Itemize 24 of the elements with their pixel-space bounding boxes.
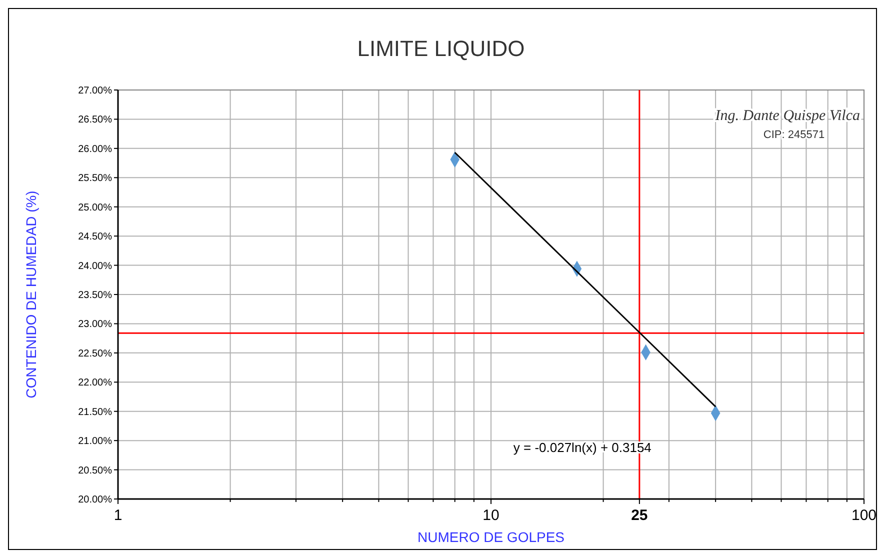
x-tick-label: 100 (851, 507, 877, 524)
y-tick-label: 23.50% (78, 290, 112, 301)
y-tick-label: 23.00% (78, 319, 112, 330)
y-tick-label: 25.00% (78, 202, 112, 214)
y-tick-label: 26.50% (78, 114, 112, 126)
x-tick-label: 10 (482, 507, 500, 524)
y-tick-label: 25.50% (78, 173, 112, 184)
y-tick-label: 22.00% (78, 378, 112, 389)
y-tick-label: 24.00% (78, 260, 112, 272)
y-tick-label: 20.50% (78, 465, 112, 476)
y-tick-label: 27.00% (78, 86, 112, 96)
x-tick-label: 1 (114, 507, 122, 524)
y-axis-title: CONTENIDO DE HUMEDAD (%) (23, 190, 39, 398)
annotation: Ing. Dante Quispe Vilca (714, 108, 860, 124)
y-tick-label: 22.50% (78, 348, 112, 360)
y-tick-label: 20.00% (78, 494, 112, 506)
y-tick-label: 21.50% (78, 406, 112, 418)
x-axis-title: NUMERO DE GOLPES (417, 529, 565, 545)
y-tick-label: 26.00% (78, 144, 112, 155)
y-tick-label: 24.50% (78, 232, 112, 243)
x-tick-label: 25 (631, 507, 648, 524)
y-tick-label: 21.00% (78, 436, 112, 448)
chart-title: LIMITE LIQUIDO (357, 36, 525, 61)
annotation: CIP: 245571 (763, 129, 825, 141)
